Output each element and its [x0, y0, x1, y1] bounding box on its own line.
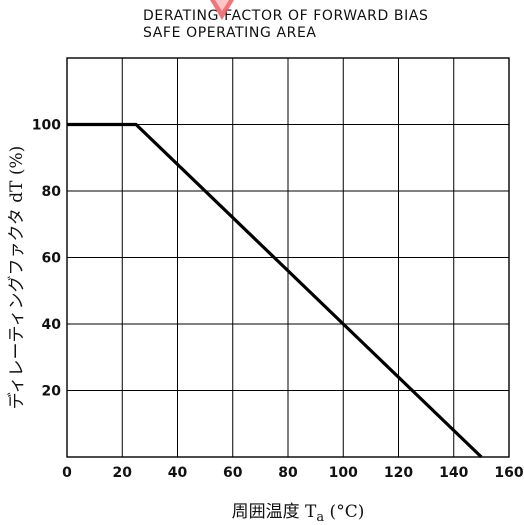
- y-tick-label-20: 20: [42, 384, 62, 400]
- logo-mark: [210, 0, 234, 20]
- x-tick-label-140: 140: [439, 465, 468, 481]
- x-tick-label-40: 40: [168, 465, 188, 481]
- y-tick-label-80: 80: [42, 184, 62, 200]
- x-tick-label-120: 120: [384, 465, 413, 481]
- y-tick-label-100: 100: [32, 118, 61, 134]
- x-tick-label-160: 160: [494, 465, 523, 481]
- y-tick-label-60: 60: [42, 251, 62, 267]
- chart-title-line-1: DERATING FACTOR OF FORWARD BIAS: [143, 8, 429, 24]
- chart-title-line-2: SAFE OPERATING AREA: [143, 25, 317, 41]
- x-tick-label-20: 20: [113, 465, 133, 481]
- x-axis-label: 周囲温度 Ta (°C): [232, 502, 365, 525]
- plot-frame: [66, 57, 510, 458]
- y-tick-label-40: 40: [42, 317, 62, 333]
- y-axis-label: ディレーティングファクタ dT (%): [6, 146, 27, 410]
- x-tick-label-0: 0: [62, 465, 72, 481]
- series-line-0: [67, 122, 483, 459]
- x-tick-label-80: 80: [278, 465, 298, 481]
- x-tick-label-60: 60: [223, 465, 243, 481]
- x-tick-label-100: 100: [329, 465, 358, 481]
